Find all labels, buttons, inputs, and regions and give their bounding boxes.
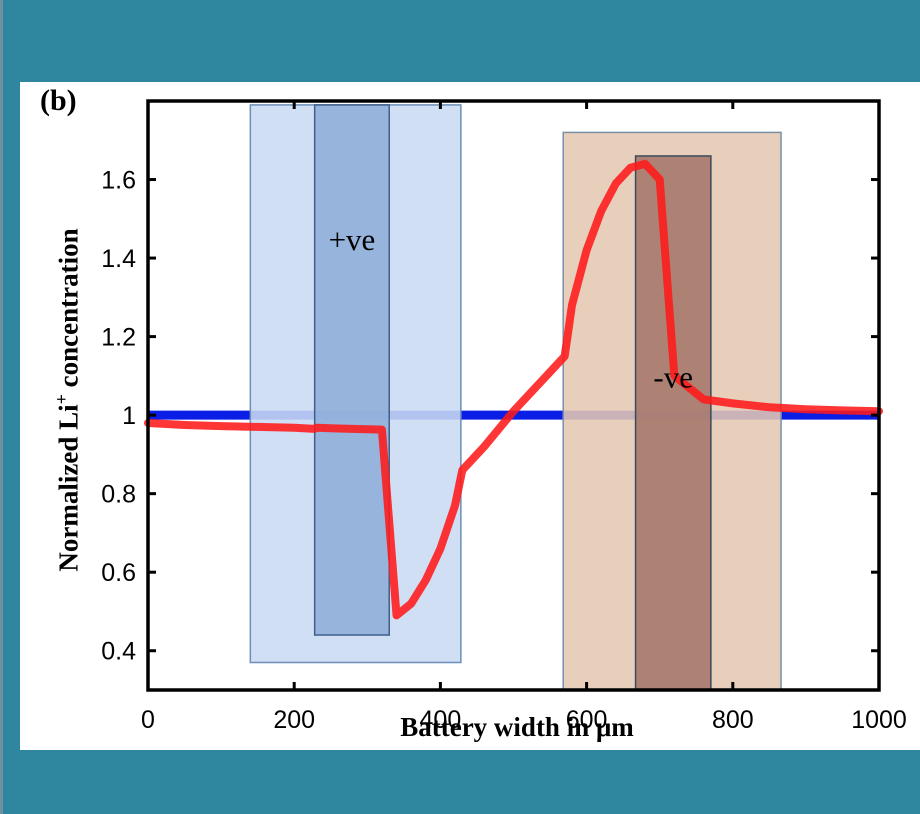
series-red-line bbox=[144, 159, 883, 620]
positive-electrode-label: +ve bbox=[329, 222, 376, 257]
x-tick-label-0: 0 bbox=[141, 706, 155, 734]
x-axis-label: Battery width in μm bbox=[400, 712, 634, 742]
y-tick-label-0.6: 0.6 bbox=[101, 559, 136, 587]
y-tick-label-1.4: 1.4 bbox=[101, 245, 136, 273]
x-tick-label-800: 800 bbox=[712, 706, 754, 734]
y-tick-label-0.4: 0.4 bbox=[101, 638, 136, 666]
y-tick-label-1: 1 bbox=[122, 402, 136, 430]
y-tick-label-0.8: 0.8 bbox=[101, 481, 136, 509]
x-tick-label-600: 600 bbox=[566, 706, 608, 734]
x-tick-label-1000: 1000 bbox=[851, 706, 907, 734]
positive-electrode bbox=[313, 104, 390, 636]
panel-label: (b) bbox=[40, 84, 77, 117]
plot-frame bbox=[146, 99, 881, 692]
y-axis-label-suffix: concentration bbox=[53, 228, 84, 395]
negative-electrode-label: -ve bbox=[653, 360, 693, 395]
y-tick-label-1.2: 1.2 bbox=[101, 324, 136, 352]
y-axis-label-prefix: Normalized Li bbox=[53, 404, 84, 572]
y-axis-label-superscript: + bbox=[51, 394, 72, 405]
x-tick-label-200: 200 bbox=[273, 706, 315, 734]
y-tick-label-1.6: 1.6 bbox=[101, 167, 136, 195]
negative-electrode bbox=[634, 155, 712, 691]
x-tick-label-400: 400 bbox=[420, 706, 462, 734]
y-axis-label: Normalized Li+ concentration bbox=[52, 228, 85, 571]
